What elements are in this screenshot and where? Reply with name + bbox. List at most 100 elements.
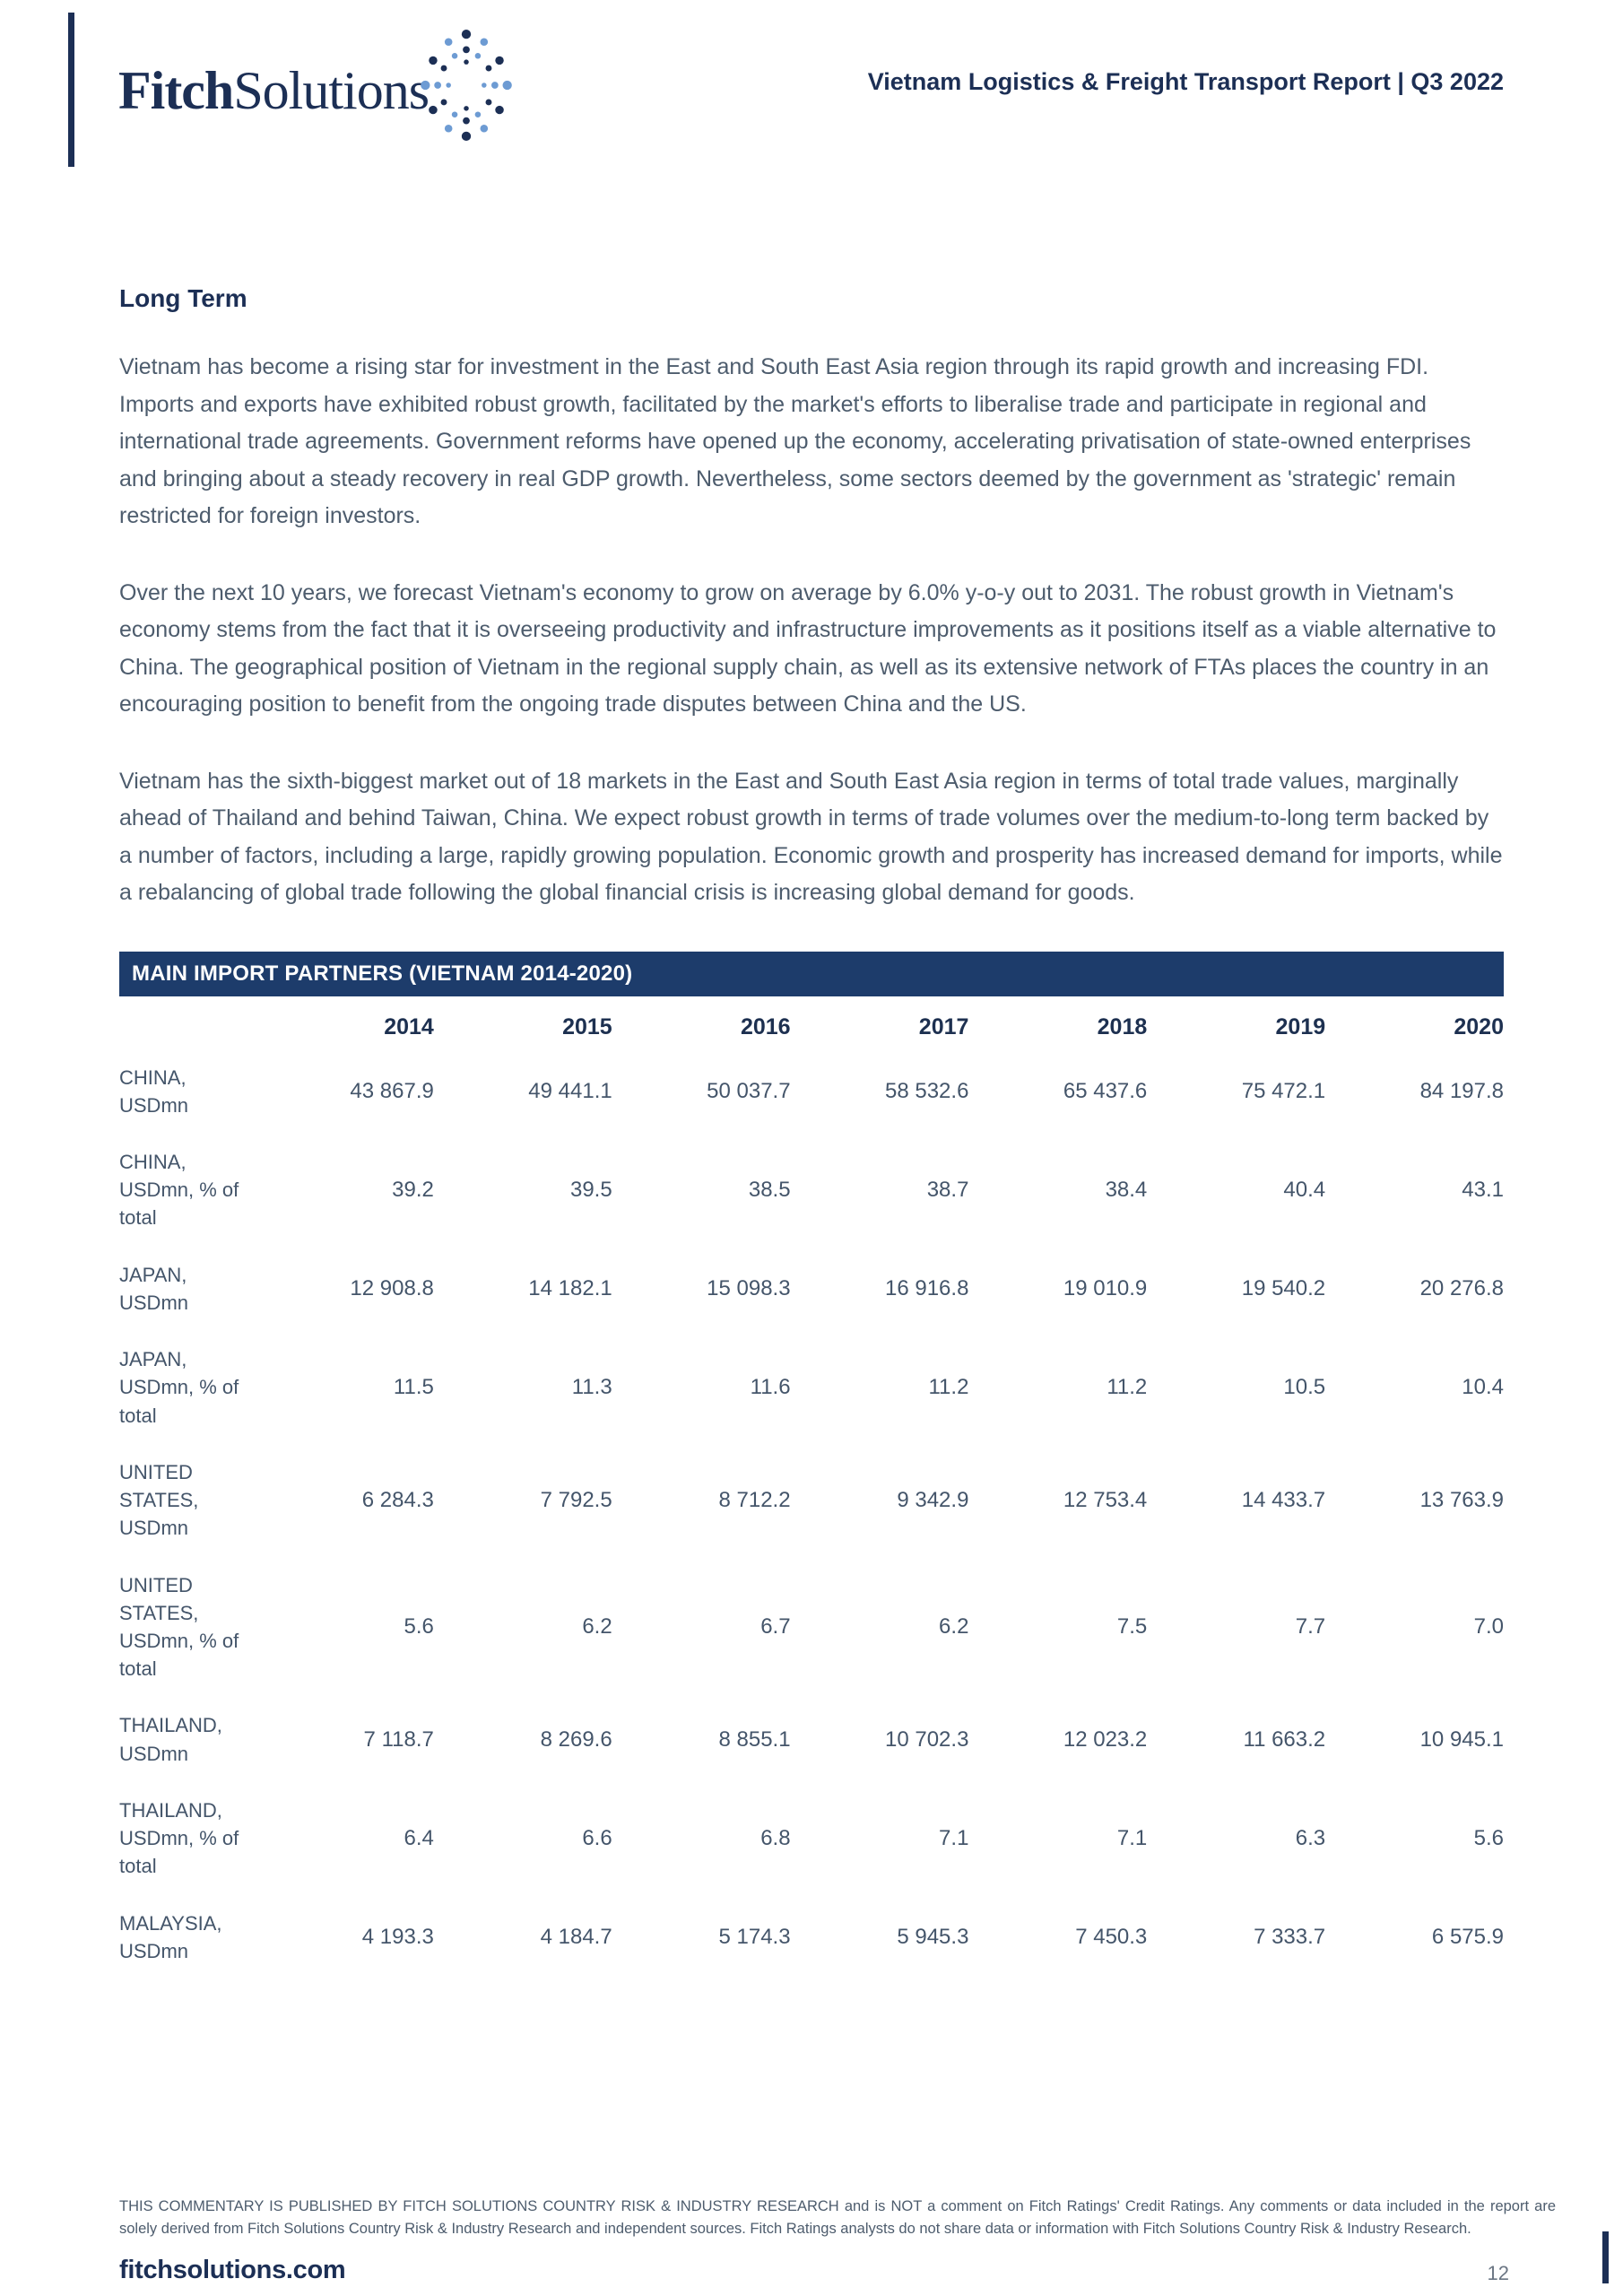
row-label: CHINA, USDmn xyxy=(119,1065,189,1117)
value-cell: 11.2 xyxy=(1107,1374,1148,1399)
value-cell: 7 792.5 xyxy=(540,1487,612,1512)
table-row: THAILAND, USDmn, % of total 6.4 6.6 6.8 7.1 7… xyxy=(119,1782,1504,1895)
value-cell: 7 450.3 xyxy=(1075,1924,1148,1949)
page-header: FitchSolutions xyxy=(0,0,1623,211)
value-cell: 8 269.6 xyxy=(540,1726,612,1752)
page-content: Long Term Vietnam has become a rising st… xyxy=(0,284,1623,1979)
row-label: MALAYSIA, USDmn xyxy=(119,1911,222,1962)
year-column-header: 2018 xyxy=(1097,1013,1148,1039)
value-cell: 11.3 xyxy=(571,1374,612,1399)
value-cell: 7.0 xyxy=(1473,1614,1504,1639)
value-cell: 39.2 xyxy=(392,1177,434,1202)
table-row: MALAYSIA, USDmn 4 193.3 4 184.7 5 174.3 5 94… xyxy=(119,1895,1504,1979)
value-cell: 7.1 xyxy=(939,1825,969,1850)
value-cell: 13 763.9 xyxy=(1419,1487,1504,1512)
value-cell: 16 916.8 xyxy=(885,1275,969,1300)
value-cell: 7 118.7 xyxy=(363,1726,434,1752)
table-row: CHINA, USDmn 43 867.9 49 441.1 50 037.7 58 5… xyxy=(119,1049,1504,1134)
value-cell: 7.1 xyxy=(1116,1825,1148,1850)
year-column-header: 2019 xyxy=(1275,1013,1326,1039)
value-cell: 6 284.3 xyxy=(361,1487,434,1512)
page-number: 12 xyxy=(1487,2262,1509,2284)
row-label: THAILAND, USDmn, % of total xyxy=(119,1798,239,1878)
logo-wordmark: FitchSolutions xyxy=(118,61,430,120)
value-cell: 39.5 xyxy=(569,1177,612,1202)
value-cell: 10.5 xyxy=(1283,1374,1326,1399)
value-cell: 15 098.3 xyxy=(707,1275,791,1300)
value-cell: 8 855.1 xyxy=(718,1726,791,1752)
table-row: JAPAN, USDmn 12 908.8 14 182.1 15 098.3 16 9… xyxy=(119,1247,1504,1331)
footer-bottom-row: fitchsolutions.com 12 xyxy=(119,2256,1556,2285)
value-cell: 19 010.9 xyxy=(1063,1275,1148,1300)
table-row: THAILAND, USDmn 7 118.7 8 269.6 8 855.1 10 7… xyxy=(119,1697,1504,1781)
value-cell: 11 663.2 xyxy=(1243,1726,1326,1752)
value-cell: 65 437.6 xyxy=(1063,1078,1148,1103)
value-cell: 4 184.7 xyxy=(540,1924,612,1949)
value-cell: 11.2 xyxy=(928,1374,969,1399)
value-cell: 50 037.7 xyxy=(707,1078,791,1103)
value-cell: 10 702.3 xyxy=(885,1726,969,1752)
value-cell: 6 575.9 xyxy=(1431,1924,1504,1949)
value-cell: 38.7 xyxy=(926,1177,969,1202)
footer-site-link[interactable]: fitchsolutions.com xyxy=(119,2256,346,2284)
value-cell: 12 908.8 xyxy=(350,1275,434,1300)
table-row: CHINA, USDmn, % of total 39.2 39.5 38.5 38.7… xyxy=(119,1134,1504,1247)
value-cell: 10 945.1 xyxy=(1419,1726,1504,1752)
value-cell: 9 342.9 xyxy=(897,1487,969,1512)
value-cell: 11.6 xyxy=(750,1374,791,1399)
row-label: JAPAN, USDmn, % of total xyxy=(119,1348,239,1427)
table-title: MAIN IMPORT PARTNERS (VIETNAM 2014-2020) xyxy=(119,951,1504,996)
value-cell: 58 532.6 xyxy=(885,1078,969,1103)
row-label: UNITED STATES, USDmn xyxy=(119,1460,199,1540)
value-cell: 14 182.1 xyxy=(528,1275,612,1300)
value-cell: 14 433.7 xyxy=(1241,1487,1326,1512)
footer-accent-bar xyxy=(1602,2231,1609,2283)
logo-text-fitch: Fitch xyxy=(118,61,234,120)
row-label: CHINA, USDmn, % of total xyxy=(119,1150,239,1230)
fitch-solutions-logo: FitchSolutions xyxy=(118,29,516,147)
value-cell: 20 276.8 xyxy=(1419,1275,1504,1300)
value-cell: 75 472.1 xyxy=(1241,1078,1326,1103)
value-cell: 5 174.3 xyxy=(718,1924,791,1949)
value-cell: 40.4 xyxy=(1283,1177,1326,1202)
value-cell: 5.6 xyxy=(1473,1825,1504,1850)
value-cell: 84 197.8 xyxy=(1419,1078,1504,1103)
value-cell: 38.5 xyxy=(748,1177,791,1202)
year-column-header: 2020 xyxy=(1454,1013,1504,1039)
row-label: JAPAN, USDmn xyxy=(119,1263,189,1314)
year-column-header: 2014 xyxy=(384,1013,434,1039)
import-partners-table: MAIN IMPORT PARTNERS (VIETNAM 2014-2020)… xyxy=(119,951,1504,1980)
value-cell: 7.5 xyxy=(1116,1614,1148,1639)
value-cell: 10.4 xyxy=(1462,1374,1504,1399)
value-cell: 11.5 xyxy=(393,1374,434,1399)
year-column-header: 2016 xyxy=(740,1013,791,1039)
logo-accent-bar xyxy=(68,13,74,167)
page-footer: THIS COMMENTARY IS PUBLISHED BY FITCH SO… xyxy=(119,2196,1556,2285)
value-cell: 8 712.2 xyxy=(718,1487,791,1512)
paragraph-3: Vietnam has the sixth-biggest market out… xyxy=(119,768,1503,906)
report-title: Vietnam Logistics & Freight Transport Re… xyxy=(867,68,1504,95)
table-row: JAPAN, USDmn, % of total 11.5 11.3 11.6 11.2… xyxy=(119,1331,1504,1444)
value-cell: 6.4 xyxy=(404,1825,434,1850)
value-cell: 7 333.7 xyxy=(1254,1924,1326,1949)
value-cell: 6.7 xyxy=(760,1614,791,1639)
logo-dots-icon xyxy=(421,29,512,142)
value-cell: 49 441.1 xyxy=(528,1078,612,1103)
paragraph-2: Over the next 10 years, we forecast Viet… xyxy=(119,579,1497,718)
value-cell: 43.1 xyxy=(1462,1177,1504,1202)
paragraph-1: Vietnam has become a rising star for inv… xyxy=(119,354,1471,528)
table-body: CHINA, USDmn 43 867.9 49 441.1 50 037.7 58 5… xyxy=(119,1049,1504,1980)
logo-text-solutions: Solutions xyxy=(233,61,430,120)
table-year-header: 2014 2015 2016 2017 2018 2019 2020 xyxy=(119,996,1504,1049)
table-row: UNITED STATES, USDmn, % of total 5.6 6.2 6.… xyxy=(119,1557,1504,1698)
value-cell: 19 540.2 xyxy=(1241,1275,1326,1300)
value-cell: 6.3 xyxy=(1295,1825,1326,1850)
value-cell: 5 945.3 xyxy=(897,1924,969,1949)
value-cell: 12 753.4 xyxy=(1063,1487,1148,1512)
disclaimer-text: THIS COMMENTARY IS PUBLISHED BY FITCH SO… xyxy=(119,2197,1556,2238)
row-label: THAILAND, USDmn xyxy=(119,1714,222,1765)
section-heading: Long Term xyxy=(119,284,247,312)
row-label: UNITED STATES, USDmn, % of total xyxy=(119,1573,239,1681)
year-column-header: 2017 xyxy=(918,1013,969,1039)
